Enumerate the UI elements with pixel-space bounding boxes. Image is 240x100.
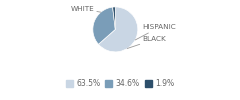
Wedge shape bbox=[113, 7, 115, 29]
Wedge shape bbox=[93, 7, 115, 44]
Wedge shape bbox=[98, 7, 138, 52]
Text: WHITE: WHITE bbox=[70, 6, 101, 12]
Text: HISPANIC: HISPANIC bbox=[135, 24, 176, 40]
Text: BLACK: BLACK bbox=[127, 36, 166, 48]
Legend: 63.5%, 34.6%, 1.9%: 63.5%, 34.6%, 1.9% bbox=[66, 79, 174, 88]
